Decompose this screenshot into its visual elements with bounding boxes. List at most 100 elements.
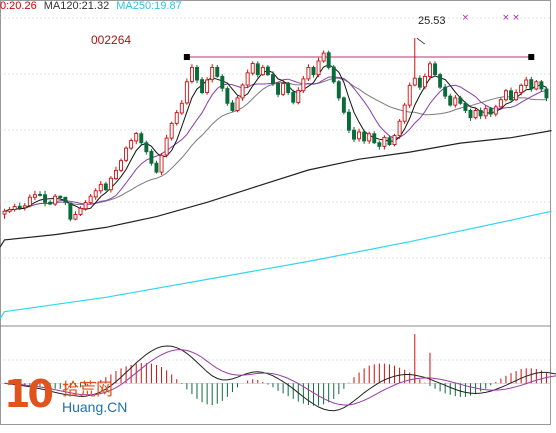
candle-body <box>140 134 143 143</box>
candle-body <box>190 67 193 81</box>
candle-body <box>322 53 325 61</box>
candle-body <box>23 206 26 208</box>
ma20-line <box>5 78 547 211</box>
candle-body <box>221 76 224 88</box>
candle-body <box>84 203 87 209</box>
candle-body <box>125 148 128 160</box>
stock-code: 002264 <box>91 33 131 47</box>
candle-body <box>13 207 16 210</box>
candle-body <box>342 98 345 112</box>
candle-body <box>94 191 97 197</box>
candle-body <box>38 194 41 195</box>
ma60-label: 0:20.26 <box>0 0 37 12</box>
candle-body <box>337 82 340 98</box>
candle-body <box>474 110 477 117</box>
ma10-line <box>5 77 547 211</box>
ma120-label: MA120:21.32 <box>44 0 109 12</box>
candle-body <box>114 170 117 178</box>
candle-body <box>150 151 153 163</box>
candle-body <box>287 84 290 93</box>
candle-body <box>383 137 386 146</box>
candle-body <box>175 113 178 124</box>
candle-body <box>266 67 269 75</box>
candle-body <box>540 82 543 89</box>
candle-body <box>449 96 452 105</box>
candle-body <box>509 91 512 100</box>
top-marker: × <box>512 13 520 23</box>
candle-body <box>28 197 31 205</box>
candle-body <box>261 67 264 74</box>
logo-number: 10 <box>4 372 51 416</box>
candle-body <box>256 64 259 75</box>
candle-body <box>297 90 300 102</box>
candle-body <box>195 67 198 80</box>
top-marker: × <box>502 13 510 23</box>
candle-body <box>165 138 168 155</box>
resistance-start-marker <box>184 54 190 60</box>
candle-body <box>89 196 92 202</box>
candle-body <box>59 196 62 197</box>
candle-body <box>8 209 11 211</box>
candle-body <box>413 78 416 85</box>
ma5-line <box>5 65 547 212</box>
chart-border <box>1 1 551 425</box>
candle-body <box>469 110 472 117</box>
candle-body <box>530 80 533 89</box>
candle-body <box>236 98 239 111</box>
candle-body <box>246 73 249 85</box>
candle-body <box>231 103 234 111</box>
candle-body <box>271 75 274 84</box>
resistance-end-marker <box>528 54 534 60</box>
candle-body <box>69 203 72 219</box>
candle-body <box>292 93 295 103</box>
ma250-line <box>0 211 552 319</box>
candle-body <box>64 197 67 202</box>
candle-body <box>180 103 183 113</box>
candle-body <box>155 163 158 172</box>
candle-body <box>499 100 502 107</box>
candle-body <box>428 64 431 77</box>
candle-body <box>403 105 406 121</box>
candle-body <box>109 178 112 189</box>
candle-body <box>484 109 487 116</box>
top-marker: × <box>462 13 470 23</box>
candle-body <box>33 195 36 198</box>
ma-legend: 0:20.26 MA120:21.32 MA250:19.87 <box>0 0 186 14</box>
candle-body <box>282 84 285 95</box>
candle-body <box>185 82 188 103</box>
candle-body <box>363 132 366 141</box>
candle-body <box>160 155 163 172</box>
candle-body <box>79 208 82 214</box>
candle-body <box>49 202 52 204</box>
candle-body <box>398 121 401 135</box>
candle-body <box>439 75 442 88</box>
candle-body <box>206 80 209 93</box>
candle-body <box>545 89 548 98</box>
candle-body <box>226 89 229 104</box>
candle-body <box>201 80 204 93</box>
candle-body <box>434 64 437 75</box>
candle-body <box>444 87 447 96</box>
candle-body <box>251 63 254 73</box>
candle-body <box>3 211 6 214</box>
candle-body <box>120 161 123 171</box>
ma250-label: MA250:19.87 <box>116 0 181 12</box>
candle-body <box>211 67 214 79</box>
candle-body <box>170 123 173 138</box>
candle-body <box>99 184 102 190</box>
watermark-logo: 10 拾荒网 Huang.CN <box>4 372 144 424</box>
candle-body <box>388 138 391 145</box>
candle-body <box>312 67 315 74</box>
candle-body <box>332 67 335 82</box>
candle-body <box>277 84 280 95</box>
candle-body <box>418 78 421 87</box>
candle-body <box>347 112 350 130</box>
candle-body <box>504 91 507 100</box>
candle-body <box>373 134 376 143</box>
candle-body <box>241 85 244 98</box>
candle-body <box>44 195 47 203</box>
candle-body <box>327 53 330 68</box>
candle-body <box>18 206 21 207</box>
